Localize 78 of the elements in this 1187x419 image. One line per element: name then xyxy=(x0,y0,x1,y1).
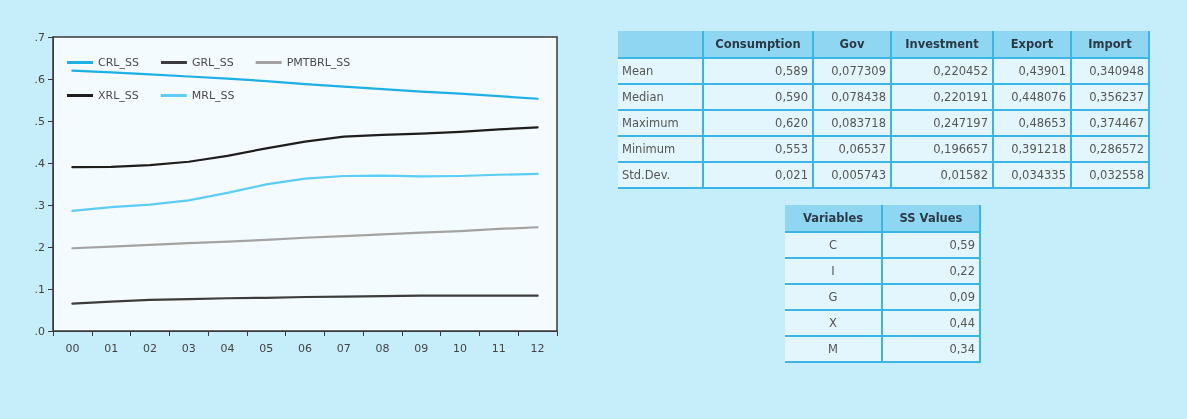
x-tick-label: 03 xyxy=(181,342,196,355)
x-tick-label: 05 xyxy=(259,342,274,355)
text: 0,59 xyxy=(949,238,975,252)
text: 0,22 xyxy=(949,264,975,278)
text: 0,43901 xyxy=(1018,64,1066,78)
text: I xyxy=(831,264,835,278)
y-tick-label: .4 xyxy=(34,156,45,170)
x-tick-label: 09 xyxy=(414,342,429,355)
text: 0,078438 xyxy=(831,90,886,104)
text: 0,589 xyxy=(775,64,808,78)
text: 0,247197 xyxy=(933,116,988,130)
text: 0,09 xyxy=(949,290,975,304)
category-label: Maximum xyxy=(622,116,679,130)
text: 0,034335 xyxy=(1011,168,1066,182)
category-label: SS Values xyxy=(882,205,980,232)
text: 0,44 xyxy=(949,316,975,330)
legend-label: CRL_SS xyxy=(98,56,139,69)
text: X xyxy=(829,316,837,330)
category-label: Mean xyxy=(622,64,654,78)
text: 0,374467 xyxy=(1089,116,1144,130)
text: 0,620 xyxy=(775,116,808,130)
legend-label: XRL_SS xyxy=(98,89,139,102)
legend-label: MRL_SS xyxy=(191,89,235,102)
x-tick-label: 06 xyxy=(298,342,312,355)
y-tick-label: .3 xyxy=(34,198,45,212)
text: 0,391218 xyxy=(1011,142,1066,156)
text: C xyxy=(828,238,838,252)
x-tick-label: 12 xyxy=(530,342,545,355)
x-tick-label: 01 xyxy=(104,342,119,355)
legend-label: GRL_SS xyxy=(191,56,234,69)
x-tick-label: 07 xyxy=(336,342,351,355)
category-label: Export xyxy=(993,31,1071,58)
category-label: Std.Dev. xyxy=(622,168,671,182)
category-label: Gov xyxy=(813,31,891,58)
category-label: Variables xyxy=(785,205,882,232)
text: 0,356237 xyxy=(1089,90,1144,104)
text: 0,448076 xyxy=(1011,90,1066,104)
text: 0,01582 xyxy=(940,168,988,182)
x-tick-label: 04 xyxy=(220,342,235,355)
legend-label: PMTBRL_SS xyxy=(286,56,351,69)
category-label: Import xyxy=(1071,31,1149,58)
text: M xyxy=(828,342,838,356)
x-tick-label: 11 xyxy=(491,342,506,355)
text: 0,032558 xyxy=(1089,168,1144,182)
line-series xyxy=(71,294,539,305)
y-tick-label: .6 xyxy=(34,72,45,86)
text: 0,286572 xyxy=(1089,142,1144,156)
line-series xyxy=(71,126,539,169)
category-label: Median xyxy=(622,90,664,104)
category-label: Investment xyxy=(891,31,993,58)
text: 0,590 xyxy=(775,90,808,104)
text: 0,021 xyxy=(775,168,808,182)
text: 0,553 xyxy=(775,142,808,156)
y-tick-label: .2 xyxy=(34,240,45,254)
line-series xyxy=(71,226,539,250)
line-series xyxy=(71,172,539,212)
text: 0,196657 xyxy=(933,142,988,156)
category-label: Consumption xyxy=(703,31,813,58)
text: 0,220452 xyxy=(933,64,988,78)
x-tick-label: 00 xyxy=(65,342,80,355)
x-tick-label: 02 xyxy=(142,342,157,355)
y-tick-label: .0 xyxy=(34,324,45,338)
y-tick-label: .5 xyxy=(34,114,45,128)
text: 0,220191 xyxy=(933,90,988,104)
text: 0,083718 xyxy=(831,116,886,130)
text: 0,48653 xyxy=(1018,116,1066,130)
x-tick-label: 08 xyxy=(375,342,390,355)
text: 0,077309 xyxy=(831,64,886,78)
y-tick-label: .7 xyxy=(34,30,45,44)
text: 0,340948 xyxy=(1089,64,1144,78)
category-label: Minimum xyxy=(622,142,676,156)
y-tick-label: .1 xyxy=(34,282,45,296)
text: 0,06537 xyxy=(838,142,886,156)
x-tick-label: 10 xyxy=(453,342,468,355)
text: G xyxy=(828,290,838,304)
text: 0,005743 xyxy=(831,168,886,182)
line-series xyxy=(71,69,539,100)
text: 0,34 xyxy=(949,342,975,356)
